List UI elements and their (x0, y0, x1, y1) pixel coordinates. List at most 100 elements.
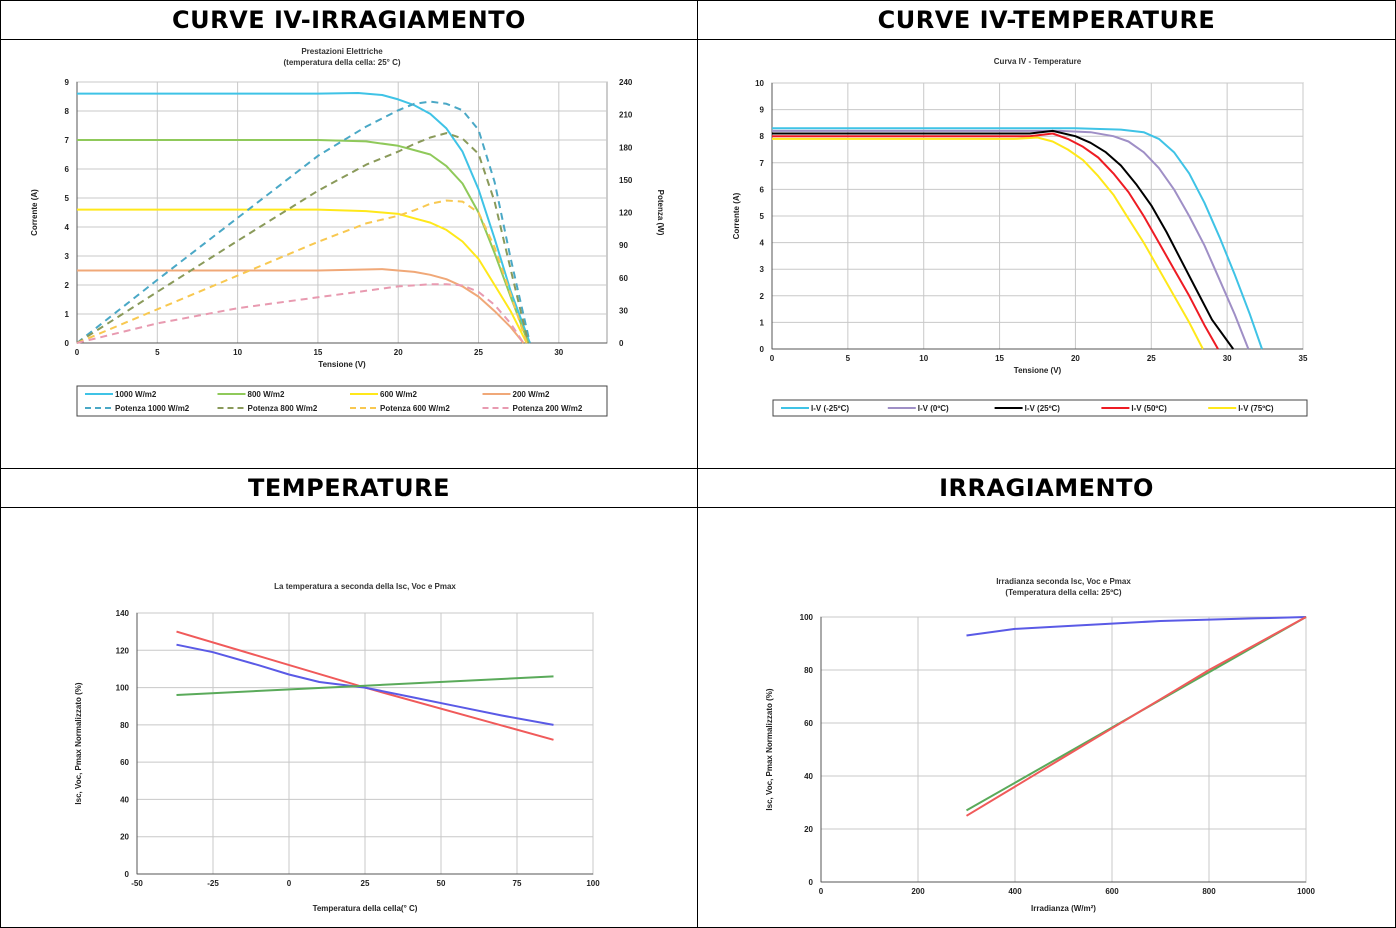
y2-axis-label: Potenza (W) (656, 190, 665, 236)
y2-tick-label: 90 (619, 241, 628, 250)
x-tick-label: -50 (131, 879, 143, 888)
y-tick-label: 140 (116, 609, 130, 618)
y2-tick-label: 150 (619, 176, 633, 185)
plot-area (76, 81, 608, 344)
series-line-potenza-1000-w-m2 (76, 100, 531, 344)
panel-header: CURVE IV-TEMPERATURE (698, 1, 1395, 40)
legend-label: Potenza 800 W/m2 (248, 404, 318, 413)
chart-title: La temperatura a seconda della Isc, Voc … (274, 582, 456, 591)
y-tick-label: 4 (760, 239, 765, 248)
x-tick-label: 0 (770, 354, 775, 363)
series-line-i-v-50-c (772, 132, 1219, 350)
x-tick-label: 200 (911, 887, 925, 896)
y-tick-label: 100 (116, 684, 130, 693)
y-tick-label: 20 (120, 833, 129, 842)
y-axis-label: Isc, Voc, Pmax Normalizzato (%) (765, 688, 774, 810)
y-tick-label: 3 (760, 265, 765, 274)
x-tick-label: 35 (1299, 354, 1308, 363)
y-tick-label: 80 (804, 666, 813, 675)
x-tick-label: 10 (233, 348, 242, 357)
y-tick-label: 2 (760, 292, 765, 301)
x-tick-label: 20 (394, 348, 403, 357)
y-tick-label: 2 (65, 281, 70, 290)
y2-tick-label: 180 (619, 143, 633, 152)
y-tick-label: 40 (120, 795, 129, 804)
x-tick-label: 400 (1008, 887, 1022, 896)
x-tick-label: 15 (313, 348, 322, 357)
x-tick-label: 30 (1223, 354, 1232, 363)
legend-box (76, 385, 608, 417)
series-line-potenza-800-w-m2 (76, 132, 530, 344)
panel-header: IRRAGIAMENTO (698, 469, 1395, 508)
x-tick-label: 0 (287, 879, 292, 888)
y-tick-label: 3 (65, 252, 70, 261)
panel-iv-temperature: CURVE IV-TEMPERATURE Curva IV - Temperat… (698, 1, 1395, 468)
series-line-i-v-25-c (772, 129, 1235, 350)
y2-tick-label: 30 (619, 306, 628, 315)
y-tick-label: 4 (65, 223, 70, 232)
x-tick-label: 50 (437, 879, 446, 888)
legend-label: 600 W/m2 (380, 390, 417, 399)
series-line-voc (176, 643, 554, 726)
legend-label: 800 W/m2 (248, 390, 285, 399)
panel-iv-irragiamento: CURVE IV-IRRAGIAMENTO Prestazioni Elettr… (1, 1, 697, 468)
y-tick-label: 20 (804, 825, 813, 834)
chart-title: Irradianza seconda Isc, Voc e Pmax (996, 577, 1131, 586)
legend-label: I-V (-25ºC) (811, 404, 849, 413)
y-tick-label: 5 (65, 194, 70, 203)
x-tick-label: 0 (819, 887, 824, 896)
y-tick-label: 120 (116, 646, 130, 655)
y-tick-label: 7 (65, 136, 70, 145)
y-tick-label: 80 (120, 721, 129, 730)
x-tick-label: 5 (846, 354, 851, 363)
series-line-potenza-200-w-m2 (76, 283, 525, 344)
x-tick-label: 1000 (1297, 887, 1315, 896)
chart-title: Prestazioni Elettriche (301, 47, 383, 56)
panel-irragiamento: IRRAGIAMENTO Irradianza seconda Isc, Voc… (698, 469, 1395, 927)
series-line-i-v-25-c (772, 127, 1263, 350)
series-line-pmax (965, 616, 1307, 817)
x-tick-label: 25 (361, 879, 370, 888)
series-line-800-w-m2 (77, 139, 530, 344)
y-tick-label: 1 (760, 318, 765, 327)
panel-header: CURVE IV-IRRAGIAMENTO (1, 1, 697, 40)
series-line-i-v-0-c (772, 129, 1250, 350)
y-tick-label: 60 (120, 758, 129, 767)
x-tick-label: 20 (1071, 354, 1080, 363)
y2-tick-label: 210 (619, 111, 633, 120)
x-axis-label: Tensione (V) (1014, 366, 1062, 375)
x-tick-label: 15 (995, 354, 1004, 363)
y2-tick-label: 240 (619, 78, 633, 87)
series-line-1000-w-m2 (77, 92, 531, 344)
y-tick-label: 6 (760, 185, 765, 194)
legend-box (772, 399, 1308, 417)
x-axis-label: Temperatura della cella(° C) (313, 904, 418, 913)
y-tick-label: 0 (760, 345, 765, 354)
legend-label: Potenza 1000 W/m2 (115, 404, 190, 413)
x-tick-label: -25 (207, 879, 219, 888)
y-tick-label: 0 (809, 878, 814, 887)
y2-tick-label: 0 (619, 339, 624, 348)
y-tick-label: 9 (760, 106, 765, 115)
series-line-voc (966, 616, 1307, 637)
x-tick-label: 600 (1105, 887, 1119, 896)
y2-tick-label: 60 (619, 274, 628, 283)
y-tick-label: 1 (65, 310, 70, 319)
legend-label: I-V (75ºC) (1238, 404, 1274, 413)
x-axis-label: Tensione (V) (318, 360, 366, 369)
chart-subtitle: (Temperatura della cella: 25ºC) (1005, 588, 1121, 597)
legend-label: 1000 W/m2 (115, 390, 157, 399)
chart-title: Curva IV - Temperature (994, 57, 1082, 66)
legend-label: Potenza 200 W/m2 (513, 404, 583, 413)
y-tick-label: 6 (65, 165, 70, 174)
chart-iv-irragiamento: Prestazioni Elettriche (temperatura della… (30, 47, 665, 417)
x-axis-label: Irradianza (W/m²) (1031, 904, 1096, 913)
y-tick-label: 0 (125, 870, 130, 879)
series-line-i-v-75-c (772, 136, 1204, 350)
panel-temperature: TEMPERATURE La temperatura a seconda del… (1, 469, 697, 927)
y-tick-label: 40 (804, 772, 813, 781)
x-tick-label: 30 (554, 348, 563, 357)
y-tick-label: 8 (760, 132, 765, 141)
